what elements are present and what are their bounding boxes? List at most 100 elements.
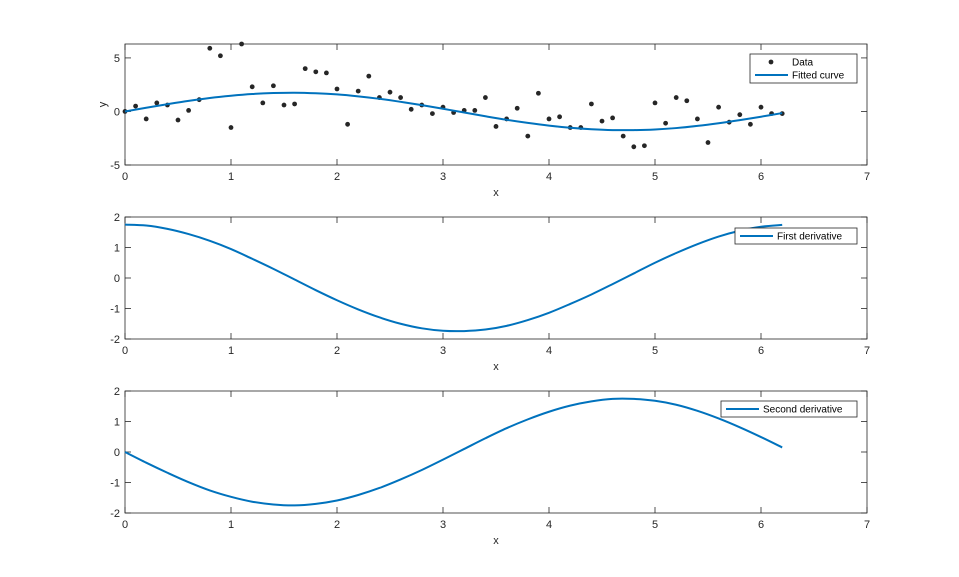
x-axis-label: x [493,361,499,373]
data-point [663,120,668,126]
data-point [249,84,255,90]
x-tick-label: 6 [758,345,764,357]
data-point [599,118,605,124]
x-tick-label: 5 [652,345,658,357]
data-point [525,133,531,139]
series-line [124,223,783,333]
data-point [324,70,329,76]
y-tick-label: 2 [114,212,120,224]
y-tick-label: -2 [110,508,120,520]
y-tick-label: 1 [114,417,120,429]
data-point [366,73,372,79]
x-tick-label: 7 [864,519,870,531]
data-point [546,116,552,122]
x-tick-label: 7 [864,171,870,183]
legend [734,227,858,245]
x-tick-label: 6 [758,519,764,531]
y-tick-label: -1 [110,304,120,316]
data-point [684,98,690,104]
data-point [737,112,743,118]
data-point [493,124,499,129]
data-point [313,69,319,75]
data-point [620,133,626,139]
data-point [430,111,435,117]
data-point [154,100,160,106]
data-point [695,116,700,122]
subplot-first-derivative: 0 1 2 3 4 5 6 7 -2 -1 0 1 2 x First derivative [110,212,870,373]
x-tick-label: 5 [652,519,658,531]
y-tick-label: 0 [114,106,120,118]
data-point [345,121,350,127]
x-tick-label: 1 [228,171,234,183]
x-tick-label: 2 [334,171,340,183]
y-tick-label: -1 [110,478,120,490]
x-axis-label: x [493,187,499,199]
data-point [673,95,679,100]
x-tick-label: 5 [652,171,658,183]
data-point [610,115,615,121]
y-tick-label: 2 [114,386,120,398]
data-point [387,89,393,95]
x-tick-label: 6 [758,171,764,183]
data-point [334,86,340,92]
data-point [133,103,139,109]
y-tick-label: 0 [114,447,120,459]
subplot-second-derivative: 0 1 2 3 4 5 6 7 -2 -1 0 1 2 x Second derivative [110,386,870,547]
series-line [124,91,783,132]
data-point [408,106,414,112]
data-point [514,105,520,111]
data-point [536,90,541,96]
data-point [705,140,711,145]
legend-entry-label: Data [792,58,814,69]
x-tick-label: 1 [228,519,234,531]
data-point [652,100,658,106]
data-point [398,95,403,100]
data-point [186,107,192,113]
legend [720,400,858,418]
x-tick-label: 3 [440,171,446,183]
data-point [207,45,213,51]
data-point [302,66,308,72]
legend-entry-label: Fitted curve [792,71,845,82]
x-tick-label: 4 [546,171,552,183]
data-point [642,143,647,149]
x-tick-label: 3 [440,519,446,531]
data-point [218,53,223,59]
data-point [260,100,266,106]
series-line [124,397,783,507]
x-tick-label: 1 [228,345,234,357]
data-point [758,104,764,110]
x-tick-label: 2 [334,345,340,357]
y-tick-label: -5 [110,160,120,172]
data-point [557,114,562,120]
x-tick-label: 3 [440,345,446,357]
data-point [748,121,753,127]
data-point [281,102,287,108]
data-point [175,117,181,123]
y-axis-label: y [97,101,109,107]
x-tick-label: 0 [122,519,128,531]
y-tick-label: 0 [114,273,120,285]
y-tick-label: -2 [110,334,120,346]
data-point [292,101,297,107]
legend [749,53,858,84]
x-tick-label: 7 [864,345,870,357]
data-point [239,41,245,47]
x-tick-label: 4 [546,519,552,531]
x-tick-label: 2 [334,519,340,531]
y-tick-label: 5 [114,53,120,65]
data-point [228,125,234,130]
data-point [472,107,478,113]
y-tick-label: 1 [114,243,120,255]
data-point [271,83,276,89]
x-axis-label: x [493,535,499,547]
x-tick-label: 0 [122,345,128,357]
x-tick-label: 4 [546,345,552,357]
legend-entry-label: First derivative [777,232,842,243]
x-tick-label: 0 [122,171,128,183]
data-point [143,116,149,122]
plot-area [124,43,868,166]
data-point [589,101,594,107]
